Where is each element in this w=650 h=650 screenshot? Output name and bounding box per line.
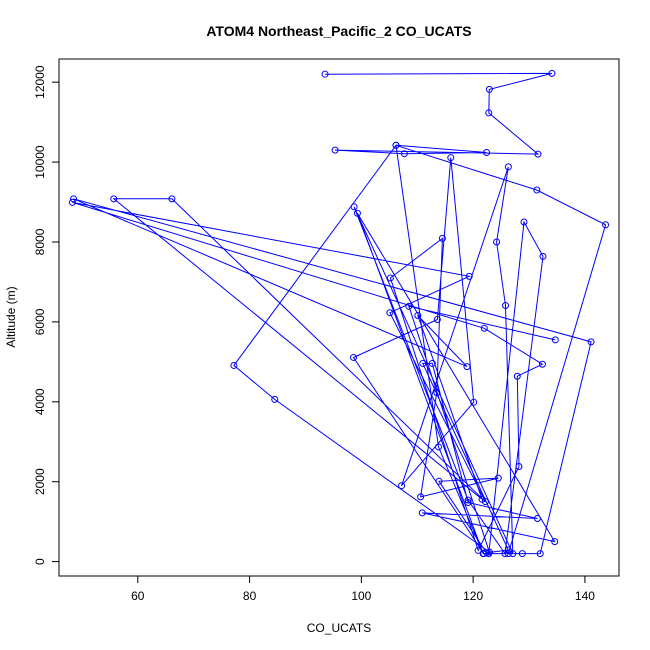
data-point xyxy=(434,443,442,451)
x-axis: 60 80 100 120 140 xyxy=(131,575,595,603)
data-point xyxy=(418,509,426,517)
data-point xyxy=(470,398,478,406)
data-point xyxy=(515,463,523,471)
data-point xyxy=(353,209,361,217)
data-point xyxy=(438,234,446,242)
x-tick-label: 60 xyxy=(131,589,145,603)
data-point xyxy=(538,360,546,368)
series-line xyxy=(72,72,607,555)
y-tick-label: 8000 xyxy=(33,228,47,255)
data-point xyxy=(493,238,501,246)
data-point xyxy=(602,221,610,229)
data-point xyxy=(480,324,488,332)
data-point xyxy=(68,198,76,206)
data-point xyxy=(110,195,118,203)
data-point xyxy=(400,150,408,158)
data-point xyxy=(392,141,400,149)
data-point xyxy=(587,338,595,346)
data-point xyxy=(504,546,512,554)
data-point xyxy=(331,146,339,154)
data-point xyxy=(483,148,491,156)
data-point xyxy=(433,315,441,323)
data-point xyxy=(534,150,542,158)
y-tick-label: 12000 xyxy=(33,65,47,99)
data-point xyxy=(485,109,493,117)
data-point xyxy=(386,274,394,282)
data-point xyxy=(536,550,544,558)
data-point xyxy=(551,538,559,546)
data-point xyxy=(485,85,493,93)
data-point xyxy=(494,474,502,482)
y-axis-label: Altitude (m) xyxy=(4,286,18,347)
x-tick-label: 120 xyxy=(463,589,483,603)
data-point xyxy=(464,496,472,504)
data-point xyxy=(551,336,559,344)
data-point xyxy=(481,498,489,506)
data-point xyxy=(398,482,406,490)
x-tick-label: 80 xyxy=(243,589,257,603)
data-point xyxy=(520,218,528,226)
x-tick-label: 140 xyxy=(575,589,595,603)
data-point xyxy=(539,252,547,260)
data-point xyxy=(350,203,358,211)
data-point xyxy=(386,309,394,317)
data-point xyxy=(518,550,526,558)
data-point xyxy=(435,477,443,485)
chart-title: ATOM4 Northeast_Pacific_2 CO_UCATS xyxy=(206,23,471,39)
data-point xyxy=(405,302,413,310)
data-point xyxy=(465,272,473,280)
data-point xyxy=(533,514,541,522)
data-point xyxy=(417,493,425,501)
data-point xyxy=(483,549,491,557)
data-point xyxy=(168,195,176,203)
y-axis: 0 2000 4000 6000 8000 10000 12000 xyxy=(33,65,60,565)
data-point xyxy=(230,361,238,369)
data-point xyxy=(504,550,512,558)
data-point xyxy=(433,389,441,397)
y-tick-label: 6000 xyxy=(33,308,47,335)
data-point xyxy=(533,186,541,194)
plot-area xyxy=(68,69,610,558)
y-tick-label: 4000 xyxy=(33,388,47,415)
data-point xyxy=(513,372,521,380)
y-tick-label: 10000 xyxy=(33,145,47,179)
x-axis-label: CO_UCATS xyxy=(307,621,371,635)
data-point xyxy=(548,69,556,77)
data-point xyxy=(463,363,471,371)
x-tick-label: 100 xyxy=(351,589,371,603)
data-point xyxy=(70,195,78,203)
data-point xyxy=(479,550,487,558)
y-tick-label: 2000 xyxy=(33,468,47,495)
data-point xyxy=(321,70,329,78)
data-point xyxy=(447,154,455,162)
data-point xyxy=(419,359,427,367)
data-point xyxy=(271,395,279,403)
data-point xyxy=(502,302,510,310)
data-point xyxy=(504,163,512,171)
points-layer xyxy=(68,69,610,558)
data-point xyxy=(428,359,436,367)
data-point xyxy=(350,353,358,361)
data-point xyxy=(464,498,472,506)
y-tick-label: 0 xyxy=(33,558,47,565)
data-point xyxy=(509,550,517,558)
data-point xyxy=(474,546,482,554)
data-point xyxy=(485,548,493,556)
data-point xyxy=(414,312,422,320)
